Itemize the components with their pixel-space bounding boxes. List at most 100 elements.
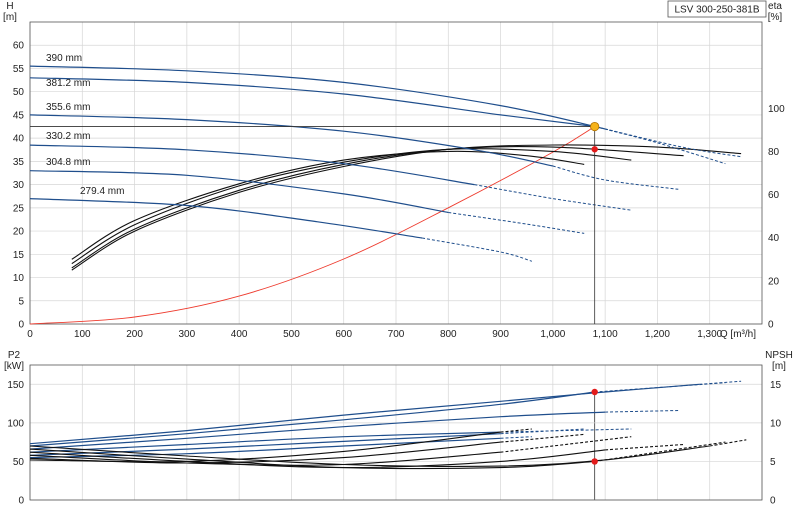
power-curve: [29, 383, 700, 445]
eta-tick-label: 20: [768, 276, 780, 287]
eta-axis-label: eta: [768, 1, 782, 12]
y-tick-label: 55: [13, 64, 25, 75]
npsh-curve-extension: [594, 441, 726, 462]
x-tick-label: 1,200: [645, 329, 670, 340]
x-tick-label: 500: [283, 329, 300, 340]
y-tick-label: 45: [13, 110, 25, 121]
head-axis-label: H: [6, 1, 13, 12]
eta-tick-label: 0: [768, 320, 774, 331]
duty-power-marker: [591, 388, 598, 396]
power-tick-label: 150: [7, 380, 24, 391]
power-curve-extension: [605, 410, 679, 413]
model-label: LSV 300-250-381B: [674, 5, 759, 16]
y-tick-label: 60: [13, 41, 25, 52]
x-tick-label: 1,000: [540, 329, 565, 340]
y-tick-label: 10: [13, 273, 25, 284]
power-tick-label: 0: [18, 496, 24, 507]
y-tick-label: 15: [13, 250, 25, 261]
power-tick-label: 100: [7, 418, 24, 429]
y-tick-label: 5: [18, 296, 24, 307]
npsh-axis-label: [m]: [772, 361, 786, 372]
npsh-tick-label: 0: [770, 496, 776, 507]
impeller-label: 390 mm: [46, 53, 82, 64]
x-tick-label: 0: [27, 329, 33, 340]
efficiency-curve: [71, 144, 742, 271]
eta-tick-label: 60: [768, 190, 780, 201]
impeller-curve: [29, 65, 606, 130]
power-curve-extension: [594, 382, 726, 393]
eta-axis-label: [%]: [768, 12, 783, 23]
impeller-curve: [29, 198, 423, 239]
impeller-curve: [29, 144, 475, 186]
x-tick-label: 1,100: [593, 329, 618, 340]
x-tick-label: 1,300: [697, 329, 722, 340]
efficiency-curve: [71, 148, 632, 265]
impeller-curve-extension: [448, 212, 585, 234]
efficiency-curve: [71, 150, 585, 260]
x-tick-label: 100: [74, 329, 91, 340]
power-curve: [29, 431, 501, 453]
duty-npsh-marker: [591, 458, 598, 465]
impeller-curve: [29, 170, 449, 214]
x-tick-label: 800: [440, 329, 457, 340]
impeller-label: 330.2 mm: [46, 131, 90, 142]
eta-tick-label: 40: [768, 233, 780, 244]
x-tick-label: 200: [126, 329, 143, 340]
power-axis-label: [kW]: [4, 361, 24, 372]
duty-efficiency-marker: [591, 146, 598, 153]
impeller-curve-extension: [552, 165, 679, 190]
head-plot-frame: [29, 21, 763, 325]
x-tick-label: 700: [388, 329, 405, 340]
x-tick-label: 900: [492, 329, 509, 340]
y-tick-label: 35: [13, 157, 25, 168]
npsh-tick-label: 10: [770, 418, 782, 429]
impeller-curve: [29, 114, 554, 167]
impeller-label: 381.2 mm: [46, 78, 90, 89]
y-tick-label: 20: [13, 227, 25, 238]
npsh-curve: [29, 451, 501, 466]
y-tick-label: 0: [18, 320, 24, 331]
impeller-curve-extension: [422, 237, 533, 262]
power-curve: [29, 433, 501, 456]
npsh-curve-extension: [709, 439, 747, 447]
efficiency-curve: [71, 145, 684, 269]
npsh-tick-label: 15: [770, 380, 782, 391]
y-tick-label: 50: [13, 87, 25, 98]
npsh-curve-extension: [500, 436, 632, 453]
power-curve: [29, 411, 606, 450]
y-tick-label: 30: [13, 180, 25, 191]
power-curve-extension: [500, 428, 632, 433]
x-tick-label: 600: [335, 329, 352, 340]
npsh-axis-label: NPSH: [765, 350, 793, 361]
npsh-curve-extension: [500, 428, 532, 433]
npsh-curve: [29, 449, 606, 469]
eta-tick-label: 80: [768, 147, 780, 158]
power-curve-extension: [500, 428, 585, 435]
impeller-label: 304.8 mm: [46, 157, 90, 168]
eta-tick-label: 100: [768, 104, 785, 115]
system-curve: [29, 126, 595, 325]
impeller-curve-extension: [604, 128, 742, 158]
impeller-curve-extension: [474, 184, 632, 211]
model-box: [667, 0, 767, 18]
npsh-curve-extension: [605, 443, 684, 451]
power-axis-label: P2: [8, 350, 21, 361]
x-tick-label: 300: [179, 329, 196, 340]
power-curve-extension: [500, 436, 532, 439]
head-axis-label: [m]: [3, 12, 17, 23]
npsh-tick-label: 5: [770, 457, 776, 468]
y-tick-label: 40: [13, 134, 25, 145]
impeller-label: 355.6 mm: [46, 102, 90, 113]
impeller-curve: [29, 77, 595, 128]
duty-point-marker: [590, 121, 600, 132]
power-plot-frame: [29, 364, 763, 501]
x-tick-label: 400: [231, 329, 248, 340]
x-axis-label: Q [m³/h]: [720, 329, 756, 340]
impeller-label: 279.4 mm: [80, 186, 124, 197]
npsh-curve: [29, 431, 501, 463]
power-tick-label: 50: [13, 457, 25, 468]
y-tick-label: 25: [13, 203, 25, 214]
power-curve: [29, 391, 595, 447]
